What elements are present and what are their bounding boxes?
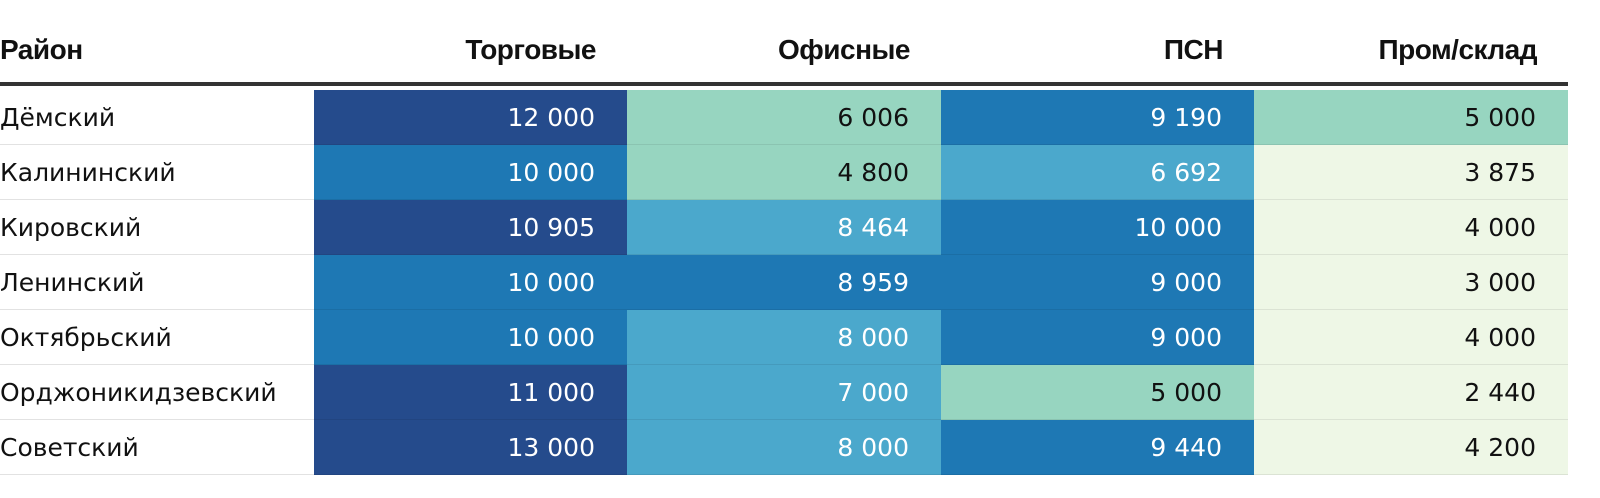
header-district: Район	[0, 34, 83, 65]
district-name: Дёмский	[0, 103, 116, 132]
table-row: Дёмский 12 000 6 006 9 190 5 000	[0, 90, 1568, 145]
value-cell: 6 692	[941, 145, 1254, 200]
value-cell: 5 000	[941, 365, 1254, 420]
value-cell: 9 000	[941, 310, 1254, 365]
value-cell: 9 000	[941, 255, 1254, 310]
district-name: Орджоникидзевский	[0, 378, 277, 407]
row-divider	[0, 144, 314, 145]
value-cell: 11 000	[314, 365, 627, 420]
district-name: Советский	[0, 433, 139, 462]
table-header: Район Торговые Офисные ПСН Пром/склад	[0, 0, 1568, 86]
value-cell: 2 440	[1254, 365, 1568, 420]
header-office: Офисные	[778, 34, 910, 65]
value-cell: 7 000	[627, 365, 941, 420]
value-cell: 10 000	[314, 255, 627, 310]
heatmap-table: Район Торговые Офисные ПСН Пром/склад Дё…	[0, 0, 1568, 475]
value-cell: 4 000	[1254, 200, 1568, 255]
value-cell: 3 000	[1254, 255, 1568, 310]
value-cell: 8 464	[627, 200, 941, 255]
district-name: Октябрьский	[0, 323, 172, 352]
value-cell: 8 959	[627, 255, 941, 310]
value-cell: 13 000	[314, 420, 627, 475]
value-cell: 10 905	[314, 200, 627, 255]
value-cell: 10 000	[941, 200, 1254, 255]
value-cell: 10 000	[314, 145, 627, 200]
value-cell: 4 200	[1254, 420, 1568, 475]
table-row: Советский 13 000 8 000 9 440 4 200	[0, 420, 1568, 475]
value-cell: 9 440	[941, 420, 1254, 475]
district-name: Ленинский	[0, 268, 145, 297]
row-divider	[0, 309, 314, 310]
district-name: Калининский	[0, 158, 176, 187]
row-divider	[0, 254, 314, 255]
value-cell: 10 000	[314, 310, 627, 365]
value-cell: 4 800	[627, 145, 941, 200]
table-row: Калининский 10 000 4 800 6 692 3 875	[0, 145, 1568, 200]
value-cell: 12 000	[314, 90, 627, 145]
table-row: Кировский 10 905 8 464 10 000 4 000	[0, 200, 1568, 255]
table-row: Ленинский 10 000 8 959 9 000 3 000	[0, 255, 1568, 310]
value-cell: 3 875	[1254, 145, 1568, 200]
header-retail: Торговые	[465, 34, 596, 65]
row-divider	[0, 199, 314, 200]
value-cell: 6 006	[627, 90, 941, 145]
header-industrial: Пром/склад	[1378, 34, 1537, 65]
row-divider	[0, 364, 314, 365]
district-name: Кировский	[0, 213, 142, 242]
table-row: Орджоникидзевский 11 000 7 000 5 000 2 440	[0, 365, 1568, 420]
value-cell: 4 000	[1254, 310, 1568, 365]
table-row: Октябрьский 10 000 8 000 9 000 4 000	[0, 310, 1568, 365]
value-cell: 5 000	[1254, 90, 1568, 145]
value-cell: 8 000	[627, 310, 941, 365]
value-cell: 9 190	[941, 90, 1254, 145]
header-psn: ПСН	[1163, 34, 1224, 65]
value-cell: 8 000	[627, 420, 941, 475]
row-divider	[0, 419, 314, 420]
row-divider	[0, 474, 314, 475]
